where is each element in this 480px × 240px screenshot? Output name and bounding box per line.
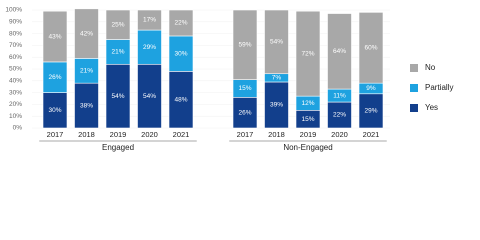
data-label: 26%	[238, 109, 251, 116]
bar-segment	[327, 13, 352, 90]
data-label: 54%	[270, 39, 283, 46]
x-tick-label: 2017	[237, 130, 254, 139]
data-label: 7%	[272, 75, 282, 82]
x-tick-label: 2020	[331, 130, 348, 139]
y-tick-label: 10%	[9, 113, 22, 120]
bar-segment	[105, 39, 131, 65]
data-label: 64%	[333, 48, 346, 55]
y-tick-label: 50%	[9, 66, 22, 73]
data-label: 22%	[174, 20, 187, 27]
data-label: 29%	[143, 44, 156, 51]
y-tick-label: 90%	[9, 19, 22, 26]
data-label: 12%	[301, 100, 314, 107]
data-label: 17%	[143, 17, 156, 24]
group-label: Non-Engaged	[283, 143, 332, 152]
x-tick-label: 2017	[47, 130, 64, 139]
data-label: 39%	[270, 102, 283, 109]
x-tick-label: 2021	[173, 130, 190, 139]
y-tick-label: 20%	[9, 101, 22, 108]
y-tick-label: 100%	[5, 7, 22, 14]
x-tick-label: 2018	[268, 130, 285, 139]
data-label: 72%	[301, 50, 314, 57]
y-tick-label: 80%	[9, 30, 22, 37]
bar-segment	[137, 9, 162, 31]
data-label: 15%	[238, 85, 251, 92]
x-tick-label: 2019	[110, 130, 127, 139]
bar-segment	[74, 8, 99, 59]
data-label: 59%	[238, 42, 251, 49]
chart: 0% 10% 20% 30% 40% 50% 60% 70% 80% 90% 100% Engaged…	[5, 7, 453, 152]
data-label: 38%	[80, 102, 93, 109]
data-label: 54%	[143, 93, 156, 100]
bar-segment	[137, 63, 162, 129]
bar-segment	[105, 9, 131, 40]
y-tick-label: 70%	[9, 42, 22, 49]
legend-swatch	[410, 104, 418, 112]
data-label: 26%	[48, 74, 61, 81]
legend-label: No	[425, 63, 436, 72]
bar-segment	[295, 10, 321, 97]
data-label: 60%	[364, 44, 377, 51]
data-label: 43%	[48, 33, 61, 40]
bar-segment	[74, 58, 99, 84]
data-label: 22%	[333, 112, 346, 119]
legend-label: Yes	[425, 103, 438, 112]
bar-segment	[168, 35, 194, 72]
y-tick-label: 60%	[9, 54, 22, 61]
x-tick-label: 2021	[363, 130, 380, 139]
legend-swatch	[410, 64, 418, 72]
legend-label: Partially	[425, 83, 453, 92]
data-label: 30%	[174, 50, 187, 57]
bar-segment	[42, 92, 68, 129]
data-label: 29%	[364, 108, 377, 115]
data-label: 15%	[301, 116, 314, 123]
bar-segment	[168, 71, 194, 129]
bar-segment	[42, 10, 68, 63]
bar-segment	[105, 63, 131, 129]
y-tick-label: 40%	[9, 78, 22, 85]
group-label: Engaged	[102, 143, 134, 152]
data-label: 21%	[111, 49, 124, 56]
data-label: 54%	[111, 93, 124, 100]
y-tick-label: 0%	[13, 125, 23, 132]
data-label: 30%	[48, 107, 61, 114]
data-label: 11%	[333, 92, 346, 99]
bar-segment	[264, 9, 289, 75]
x-tick-label: 2020	[141, 130, 158, 139]
bar-segment	[358, 93, 384, 129]
bar-segment	[42, 61, 68, 93]
bar-segment	[168, 9, 194, 37]
data-label: 21%	[80, 67, 93, 74]
data-label: 9%	[366, 85, 376, 92]
bar-segment	[232, 9, 258, 80]
bar-segment	[327, 101, 352, 129]
data-label: 48%	[174, 96, 187, 103]
legend-swatch	[410, 84, 418, 92]
x-tick-label: 2018	[78, 130, 95, 139]
data-label: 25%	[111, 21, 124, 28]
data-label: 42%	[80, 30, 93, 37]
bar-segment	[264, 81, 289, 129]
bar-segment	[232, 97, 258, 129]
bar-segment	[358, 12, 384, 84]
x-tick-label: 2019	[300, 130, 317, 139]
bar-segment	[74, 82, 99, 129]
y-tick-label: 30%	[9, 89, 22, 96]
